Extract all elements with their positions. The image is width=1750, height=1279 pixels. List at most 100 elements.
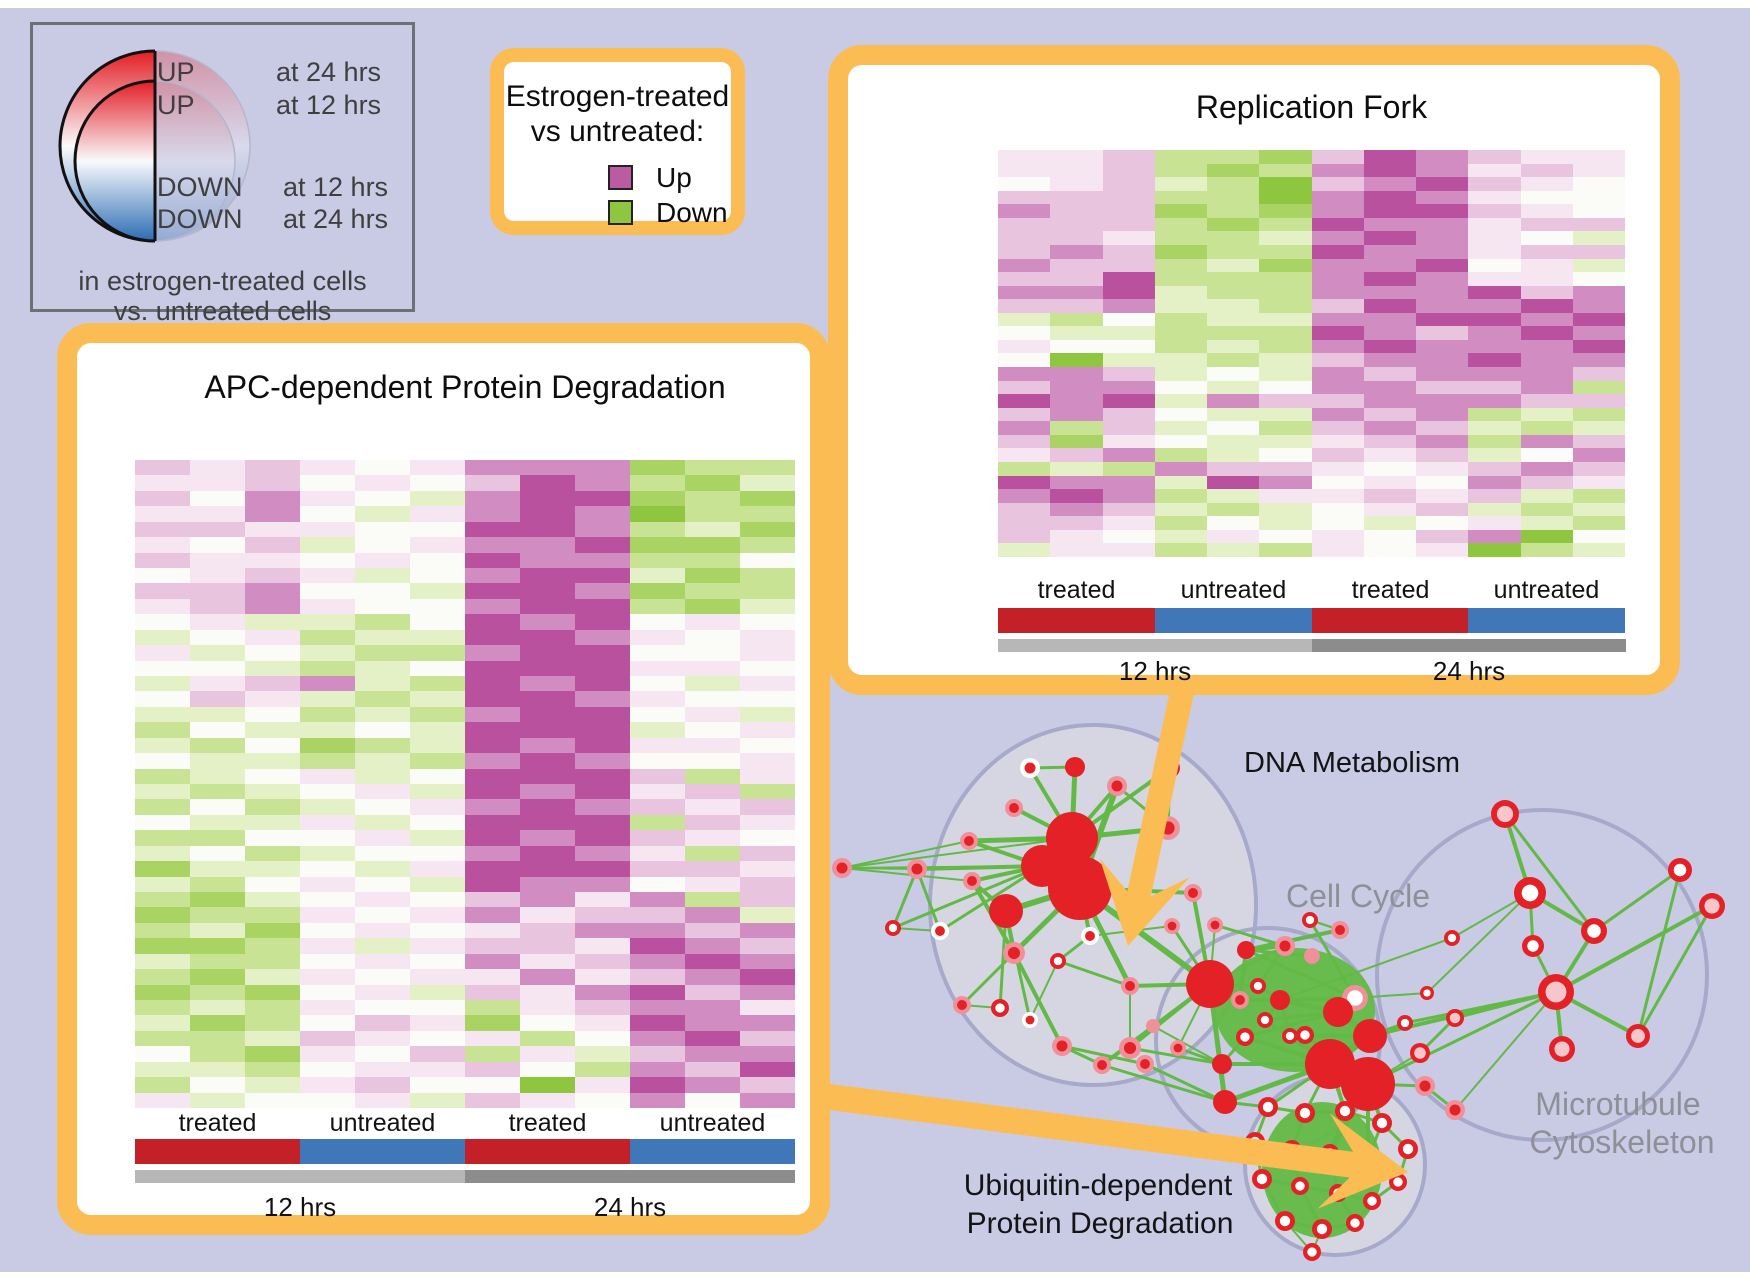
heatmap-cell (1154, 367, 1207, 381)
heatmap-cell (1050, 380, 1103, 395)
heatmap-cell (355, 722, 410, 738)
heatmap-cell (630, 629, 685, 646)
heatmap-cell (1207, 258, 1260, 273)
heatmap-cell (245, 861, 300, 877)
heatmap-cell (685, 598, 740, 615)
heatmap-cell (630, 907, 685, 923)
heatmap-cell (575, 460, 630, 476)
heatmap-cell (135, 938, 190, 954)
apc-12hr-label: 12 hrs (263, 1192, 337, 1222)
heatmap-cell (1207, 380, 1260, 395)
heatmap-cell (300, 691, 355, 707)
heatmap-cell (520, 490, 575, 507)
heatmap-cell (520, 583, 575, 599)
heatmap-cell (190, 629, 245, 646)
heatmap-cell (300, 737, 355, 754)
heatmap-cell (465, 830, 520, 846)
heatmap-cell (1102, 353, 1155, 368)
heatmap-cell (1154, 217, 1207, 232)
heatmap-cell (1050, 407, 1103, 422)
heatmap-cell (740, 984, 795, 1000)
heatmap-cell (998, 407, 1051, 422)
heatmap-cell (1363, 489, 1416, 503)
heatmap-cell (1102, 434, 1155, 449)
heatmap-cell (1207, 190, 1260, 205)
heatmap-cell (190, 1015, 245, 1031)
heatmap-cell (1102, 326, 1155, 340)
heatmap-cell (575, 629, 630, 646)
heatmap-cell (410, 830, 465, 846)
heatmap-cell (245, 691, 300, 707)
heatmap-cell (135, 830, 190, 846)
key-time-12b: at 12 hrs (283, 172, 389, 202)
heatmap-cell (135, 753, 190, 769)
heatmap-cell (998, 285, 1051, 300)
heatmap-cell (135, 629, 190, 646)
heatmap-cell (520, 676, 575, 692)
heatmap-cell (1259, 462, 1312, 476)
heatmap-cell (740, 506, 795, 522)
heatmap-cell (190, 691, 245, 707)
heatmap-cell (630, 506, 685, 522)
heatmap-cell (1572, 516, 1625, 530)
heatmap-cell (135, 676, 190, 692)
heatmap-cell (998, 489, 1051, 503)
heatmap-cell (1154, 434, 1207, 449)
heatmap-cell (1207, 407, 1260, 422)
heatmap-cell (575, 660, 630, 676)
heatmap-cell (1050, 217, 1103, 232)
heatmap-cell (685, 938, 740, 954)
heatmap-cell (1311, 258, 1364, 273)
heatmap-cell (1207, 339, 1260, 354)
heatmap-cell (1207, 529, 1260, 544)
heatmap-cell (630, 706, 685, 723)
heatmap-cell (685, 1077, 740, 1093)
heatmap-cell (190, 814, 245, 831)
heatmap-cell (1050, 190, 1103, 205)
heatmap-cell (465, 568, 520, 584)
heatmap-cell (300, 645, 355, 661)
heatmap-cell (1363, 150, 1416, 164)
heatmap-cell (685, 984, 740, 1000)
heatmap-cell (245, 722, 300, 738)
heatmap-cell (1416, 190, 1469, 205)
heatmap-cell (1520, 407, 1573, 422)
heatmap-cell (1102, 462, 1155, 476)
heatmap-cell (1363, 326, 1416, 340)
heatmap-cell (520, 753, 575, 769)
heatmap-cell (1259, 285, 1312, 300)
heatmap-cell (1468, 475, 1521, 490)
heatmap-cell (1259, 489, 1312, 503)
heatmap-cell (1520, 217, 1573, 232)
heatmap-cell (1468, 489, 1521, 503)
heatmap-cell (1416, 380, 1469, 395)
heatmap-cell (685, 753, 740, 769)
heatmap-cell (190, 907, 245, 923)
heatmap-cell (1050, 163, 1103, 178)
heatmap-cell (1154, 231, 1207, 245)
heatmap-cell (575, 907, 630, 923)
heatmap-cell (740, 799, 795, 815)
ubiquitin-label-line2: Protein Degradation (966, 1207, 1234, 1240)
heatmap-cell (575, 1046, 630, 1062)
dna-metabolism-label: DNA Metabolism (1244, 747, 1460, 779)
heatmap-cell (1468, 177, 1521, 191)
heatmap-cell (685, 737, 740, 754)
heatmap-cell (410, 583, 465, 599)
heatmap-cell (1363, 380, 1416, 395)
heatmap-cell (1311, 177, 1364, 191)
heatmap-cell (300, 722, 355, 738)
heatmap-cell (1416, 543, 1469, 557)
heatmap-cell (575, 814, 630, 831)
heatmap-cell (410, 1046, 465, 1062)
heatmap-cell (465, 460, 520, 476)
heatmap-cell (575, 830, 630, 846)
rf-12hr-label: 12 hrs (1118, 656, 1192, 686)
heatmap-cell (465, 953, 520, 970)
heatmap-cell (300, 784, 355, 800)
heatmap-cell (630, 537, 685, 553)
heatmap-cell (1363, 299, 1416, 313)
heatmap-cell (1050, 150, 1103, 164)
heatmap-cell (1468, 244, 1521, 259)
